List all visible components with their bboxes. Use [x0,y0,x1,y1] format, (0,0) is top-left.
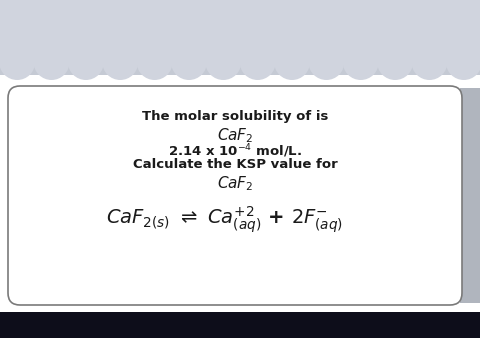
Circle shape [376,44,412,80]
Bar [0,312,480,338]
Circle shape [136,44,172,80]
Bar [0,75,480,338]
Text: The molar solubility of is: The molar solubility of is [142,110,327,123]
Circle shape [274,44,310,80]
Bar [459,88,480,303]
Circle shape [445,44,480,80]
Circle shape [239,44,275,80]
Circle shape [342,44,378,80]
Circle shape [68,44,104,80]
Circle shape [170,44,206,80]
Text: $\mathit{CaF_{2(s)}}$ $\rightleftharpoons$ $\mathit{Ca^{+2}_{(aq)}}$ + $\mathit{: $\mathit{CaF_{2(s)}}$ $\rightleftharpoon… [106,204,343,235]
Text: $\mathit{CaF_2}$: $\mathit{CaF_2}$ [216,174,252,193]
Circle shape [0,44,35,80]
Circle shape [410,44,446,80]
FancyBboxPatch shape [8,86,461,305]
Text: $\mathit{CaF_2}$: $\mathit{CaF_2}$ [216,126,252,145]
Circle shape [34,44,70,80]
Circle shape [308,44,344,80]
Circle shape [102,44,138,80]
Text: 2.14 x 10$^{-4}$ mol/L.: 2.14 x 10$^{-4}$ mol/L. [168,142,301,160]
Text: Calculate the KSP value for: Calculate the KSP value for [132,158,336,171]
Bar [0,0,480,62]
Circle shape [205,44,241,80]
